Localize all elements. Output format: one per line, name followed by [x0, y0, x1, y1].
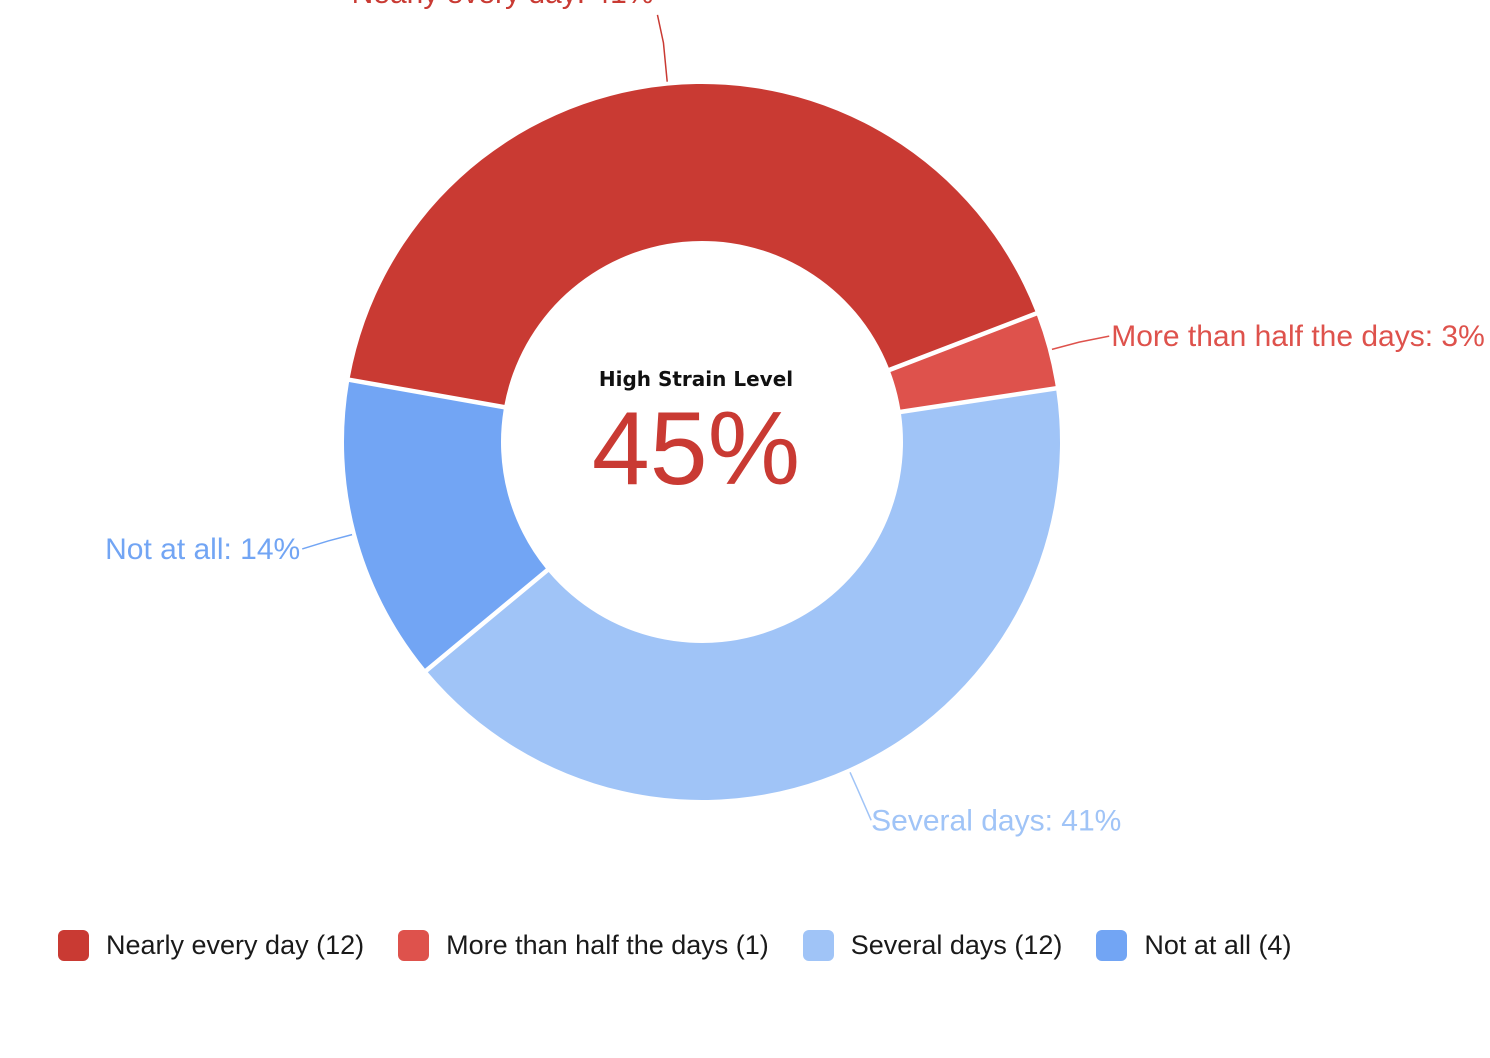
legend-label: Several days (12) — [850, 930, 1063, 960]
legend-item[interactable]: Several days (12) — [802, 930, 1063, 961]
donut-slices — [344, 84, 1060, 800]
leader-line — [656, 14, 668, 82]
legend-swatch — [1096, 930, 1128, 961]
slice-labels: Nearly every day: 41% More than half the … — [105, 0, 1485, 837]
legend: Nearly every day (12) More than half the … — [58, 930, 1325, 961]
slice-label: Not at all: 14% — [105, 533, 300, 566]
legend-swatch — [802, 930, 834, 961]
label-leader-lines — [302, 14, 1110, 821]
slice-label: Several days: 41% — [871, 804, 1121, 837]
legend-swatch — [398, 930, 430, 961]
legend-item[interactable]: Not at all (4) — [1096, 930, 1291, 961]
slice-several-days[interactable] — [427, 390, 1060, 800]
legend-label: More than half the days (1) — [446, 930, 769, 960]
center-value: 45% — [592, 391, 800, 507]
legend-label: Not at all (4) — [1144, 930, 1292, 960]
legend-swatch — [58, 930, 89, 961]
slice-label: More than half the days: 3% — [1111, 320, 1485, 353]
slice-not-at-all[interactable] — [344, 382, 546, 669]
slice-more-than-half-the-days[interactable] — [890, 315, 1056, 410]
slice-label: Nearly every day: 41% — [352, 0, 654, 10]
center-title: High Strain Level — [599, 367, 793, 391]
legend-item[interactable]: More than half the days (1) — [398, 930, 769, 961]
leader-line — [302, 533, 353, 550]
slice-nearly-every-day[interactable] — [349, 84, 1036, 405]
leader-line — [849, 772, 872, 821]
legend-label: Nearly every day (12) — [106, 930, 365, 960]
legend-item[interactable]: Nearly every day (12) — [58, 930, 364, 961]
leader-line — [1051, 335, 1110, 351]
